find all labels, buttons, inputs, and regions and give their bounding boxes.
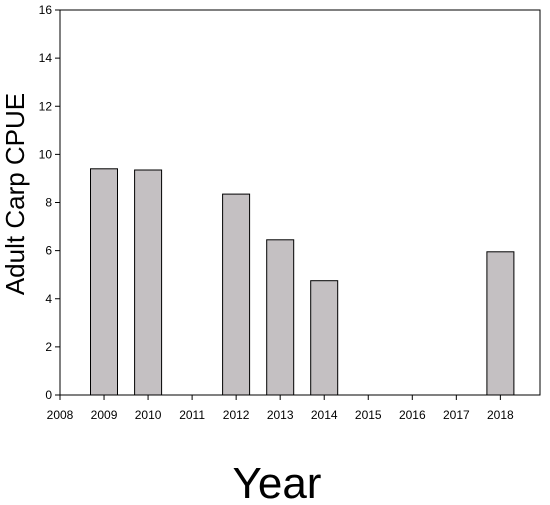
y-tick-label: 0: [45, 388, 52, 402]
x-tick-label: 2016: [399, 408, 426, 422]
y-tick-label: 16: [39, 3, 53, 17]
bar-2009: [90, 168, 118, 396]
y-tick-label: 8: [45, 196, 52, 210]
bar-2012: [222, 193, 251, 396]
y-tick-label: 4: [45, 292, 52, 306]
y-tick-label: 14: [39, 51, 53, 65]
x-tick-label: 2013: [267, 408, 294, 422]
plot-area: [59, 9, 541, 396]
x-axis: 2008 2009 2010 2011 2012 2013 2014 2015 2016 2017…: [47, 395, 514, 422]
x-tick-label: 2014: [311, 408, 338, 422]
bar-2018: [486, 251, 515, 396]
x-tick-label: 2008: [47, 408, 74, 422]
y-tick-label: 6: [45, 244, 52, 258]
y-tick-label: 2: [45, 340, 52, 354]
x-tick-label: 2009: [91, 408, 118, 422]
bars-group: [90, 168, 515, 396]
x-tick-label: 2018: [487, 408, 514, 422]
x-tick-label: 2011: [179, 408, 205, 422]
x-tick-label: 2010: [135, 408, 162, 422]
bar-2013: [266, 239, 295, 396]
y-axis-label: Adult Carp CPUE: [0, 93, 30, 295]
bar-2010: [134, 169, 163, 396]
y-tick-label: 12: [39, 99, 53, 113]
x-tick-label: 2015: [355, 408, 382, 422]
x-tick-label: 2012: [223, 408, 250, 422]
y-tick-label: 10: [39, 147, 53, 161]
y-axis: 0 2 4 6 8 10 12 14 16: [39, 3, 60, 402]
bar-2014: [310, 280, 339, 396]
x-axis-label: Year: [233, 459, 322, 505]
x-tick-label: 2017: [443, 408, 470, 422]
